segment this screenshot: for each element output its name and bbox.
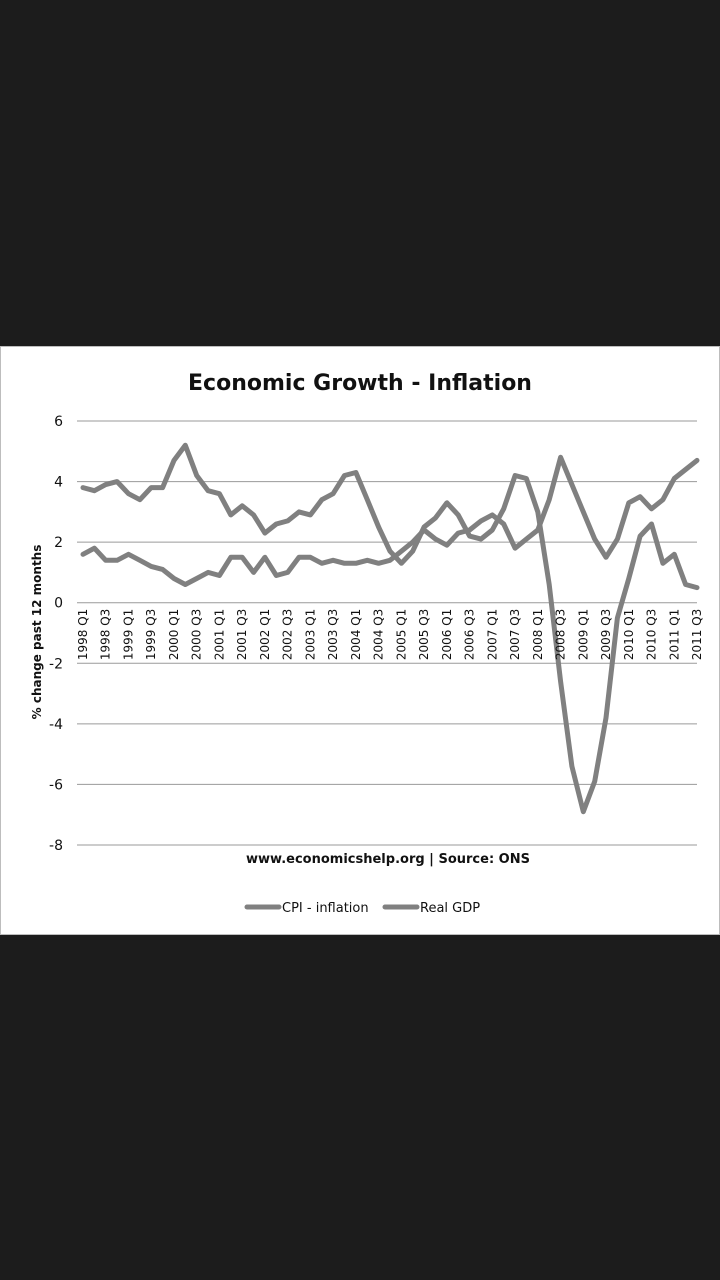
- y-tick-label: 2: [54, 535, 63, 551]
- y-tick-label: 0: [54, 596, 63, 612]
- y-tick-label: -2: [49, 656, 63, 672]
- legend-label-gdp: Real GDP: [420, 901, 480, 916]
- x-tick-label: 2010 Q3: [645, 609, 659, 660]
- y-tick-label: -6: [49, 777, 63, 793]
- x-tick-label: 1998 Q3: [99, 609, 113, 660]
- series-lines: [80, 442, 700, 815]
- x-tick-label: 2007 Q3: [508, 609, 522, 660]
- x-tick-label: 2002 Q1: [258, 609, 272, 660]
- x-tick-label: 2004 Q3: [372, 609, 386, 660]
- x-tick-label: 2005 Q3: [417, 609, 431, 660]
- x-tick-label: 2005 Q1: [394, 609, 408, 660]
- x-tick-label: 2007 Q1: [485, 609, 499, 660]
- y-tick-label: 4: [54, 475, 63, 491]
- x-axis-ticks: 1998 Q1 1998 Q3 1999 Q1 1999 Q3 2000 Q1 2000 …: [76, 609, 704, 660]
- x-tick-label: 2000 Q1: [167, 609, 181, 660]
- chart-card: Economic Growth - Inflation 6 4 2 0 -2 -4 -6 -8…: [0, 346, 720, 935]
- x-tick-label: 2006 Q3: [463, 609, 477, 660]
- x-tick-label: 2001 Q3: [235, 609, 249, 660]
- x-tick-label: 2011 Q1: [667, 609, 681, 660]
- x-tick-label: 2009 Q3: [599, 609, 613, 660]
- x-tick-label: 2011 Q3: [690, 609, 704, 660]
- x-tick-label: 2003 Q1: [303, 609, 317, 660]
- chart-title: Economic Growth - Inflation: [188, 371, 532, 396]
- x-tick-label: 2000 Q3: [190, 609, 204, 660]
- y-tick-label: -4: [49, 717, 63, 733]
- series-line-cpi: [80, 454, 700, 587]
- legend-label-cpi: CPI - inflation: [282, 901, 369, 916]
- x-tick-label: 2006 Q1: [440, 609, 454, 660]
- x-tick-label: 1998 Q1: [76, 609, 90, 660]
- source-note: www.economicshelp.org | Source: ONS: [246, 852, 530, 867]
- y-tick-label: 6: [54, 414, 63, 430]
- legend: CPI - inflation Real GDP: [244, 901, 480, 916]
- x-tick-label: 2010 Q1: [622, 609, 636, 660]
- x-tick-label: 2008 Q3: [554, 609, 568, 660]
- x-tick-label: 2001 Q1: [212, 609, 226, 660]
- y-tick-label: -8: [49, 838, 63, 854]
- y-axis-label: % change past 12 months: [30, 545, 44, 720]
- x-tick-label: 1999 Q1: [121, 609, 135, 660]
- x-tick-label: 2009 Q1: [576, 609, 590, 660]
- x-tick-label: 2003 Q3: [326, 609, 340, 660]
- series-line-gdp: [80, 442, 700, 815]
- x-tick-label: 1999 Q3: [144, 609, 158, 660]
- x-tick-label: 2002 Q3: [281, 609, 295, 660]
- line-chart: Economic Growth - Inflation 6 4 2 0 -2 -4 -6 -8…: [30, 371, 704, 916]
- x-tick-label: 2008 Q1: [531, 609, 545, 660]
- x-tick-label: 2004 Q1: [349, 609, 363, 660]
- y-axis-ticks: 6 4 2 0 -2 -4 -6 -8: [49, 414, 63, 854]
